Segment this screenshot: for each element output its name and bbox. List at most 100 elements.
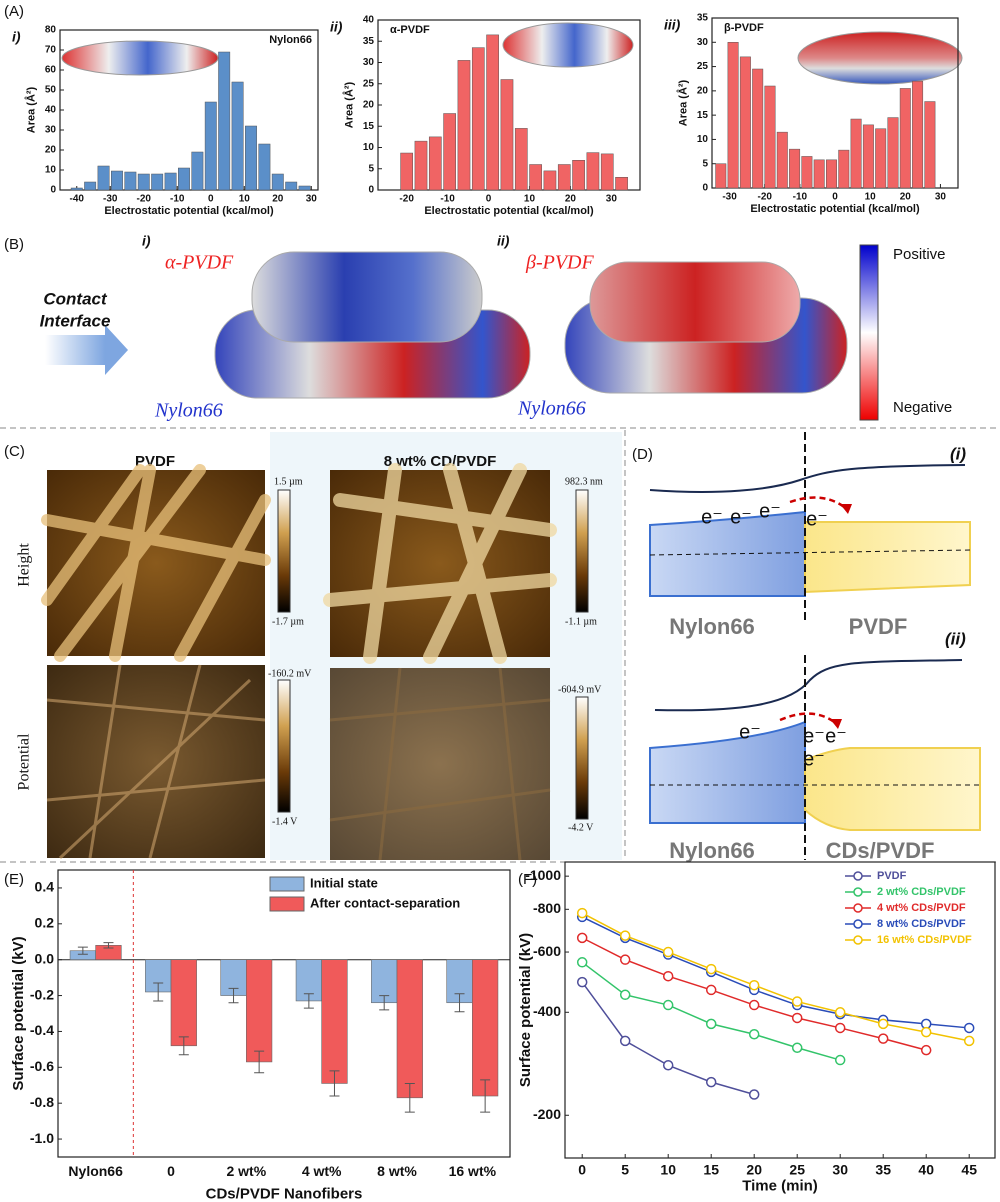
x-tick-label: 45 — [961, 1161, 977, 1177]
material-label: PVDF — [849, 614, 908, 639]
y-tick-label: 0.0 — [35, 950, 55, 966]
molecule — [502, 22, 634, 68]
legend-label: 8 wt% CDs/PVDF — [877, 918, 966, 930]
bar — [600, 153, 614, 191]
point — [920, 1026, 932, 1038]
y-tick-label: 5 — [702, 158, 708, 169]
panel-sub-label: i) — [12, 29, 21, 45]
bar — [727, 42, 739, 189]
x-tick-label: 30 — [306, 194, 318, 205]
x-tick-label: 0 — [832, 192, 838, 203]
column-title: 8 wt% CD/PVDF — [384, 453, 497, 470]
afm-image — [329, 667, 551, 861]
legend-label: Initial state — [310, 875, 378, 890]
electron: e⁻ — [806, 508, 828, 530]
x-tick-label: 30 — [935, 192, 947, 203]
y-tick-label: 10 — [45, 165, 57, 176]
y-tick-label: 15 — [363, 121, 375, 132]
point — [791, 1042, 803, 1054]
material-label: Nylon66 — [669, 838, 755, 863]
y-tick-label: 70 — [45, 45, 57, 56]
y-tick-label: 0 — [50, 185, 56, 196]
chart-title: β-PVDF — [724, 22, 764, 34]
bar — [715, 163, 727, 189]
point — [748, 1029, 760, 1040]
panel-label: (D) — [632, 446, 653, 463]
y-tick-label: 35 — [697, 13, 709, 24]
bar — [615, 177, 628, 191]
y-axis-label: Area (Å²) — [342, 81, 355, 128]
legend-swatch — [269, 896, 305, 912]
bar — [838, 149, 850, 189]
legend-swatch — [853, 919, 863, 929]
x-tick-label: -30 — [722, 192, 737, 203]
x-tick-label: 20 — [565, 194, 577, 205]
y-tick-label: -800 — [533, 900, 561, 916]
caption: Contact — [43, 289, 108, 308]
molecule-name: Nylon66 — [154, 400, 223, 422]
bar — [514, 128, 528, 191]
y-tick-label: 15 — [697, 110, 709, 121]
x-tick-label: 25 — [789, 1161, 805, 1177]
error-bar — [77, 946, 88, 955]
y-axis-label: Area (Å²) — [676, 79, 689, 126]
point — [576, 976, 588, 988]
bar — [500, 79, 514, 191]
afm-image — [41, 464, 271, 662]
scale-label: 1.5 µm — [274, 476, 303, 487]
bar — [801, 156, 813, 189]
material-label: CDs/PVDF — [826, 838, 935, 863]
bar — [457, 60, 471, 191]
material-label: Nylon66 — [669, 614, 755, 639]
arrow — [45, 335, 105, 365]
y-tick-label: -1.0 — [30, 1130, 54, 1146]
plot-frame — [57, 869, 511, 1158]
x-tick-label: 10 — [660, 1161, 676, 1177]
y-tick-label: 10 — [363, 142, 375, 153]
line — [581, 981, 755, 1096]
error-bar — [103, 942, 114, 949]
plot-frame — [564, 861, 996, 1159]
x-tick-label: 20 — [272, 194, 284, 205]
bar — [400, 152, 413, 191]
band-diagram — [649, 432, 971, 622]
panel-label: (B) — [4, 236, 24, 253]
bar — [899, 88, 911, 189]
line — [581, 916, 970, 1029]
x-tick-label: 10 — [239, 194, 251, 205]
legend-label: 2 wt% CDs/PVDF — [877, 886, 966, 898]
color-scale — [575, 696, 589, 820]
legend-swatch — [853, 903, 863, 913]
point — [877, 1033, 889, 1044]
panel-label: (C) — [4, 443, 25, 460]
bar — [414, 140, 428, 191]
y-tick-label: -600 — [533, 943, 561, 959]
arrow — [105, 325, 128, 375]
bar — [826, 159, 837, 189]
y-tick-label: 80 — [45, 25, 57, 36]
error-bar — [303, 993, 314, 1009]
point — [963, 1022, 975, 1034]
afm-image — [46, 664, 266, 860]
bar — [813, 159, 825, 189]
scale-label: -4.2 V — [568, 822, 594, 833]
bar — [586, 152, 600, 191]
bar — [557, 164, 571, 191]
bar — [285, 181, 298, 191]
y-tick-label: -200 — [533, 1106, 561, 1122]
color-scale — [277, 489, 291, 613]
bar — [164, 172, 177, 191]
error-bar — [254, 1050, 265, 1074]
scale-label: -1.7 µm — [272, 616, 304, 627]
point — [963, 1035, 975, 1047]
error-bar — [404, 1082, 415, 1113]
point — [619, 930, 631, 941]
point — [576, 907, 588, 919]
bar — [151, 173, 164, 191]
x-tick-label: 16 wt% — [449, 1163, 497, 1179]
point — [705, 1076, 717, 1088]
bar — [321, 959, 348, 1084]
afm-image — [323, 463, 557, 664]
bar — [850, 118, 862, 189]
scale-label: -604.9 mV — [558, 684, 602, 695]
